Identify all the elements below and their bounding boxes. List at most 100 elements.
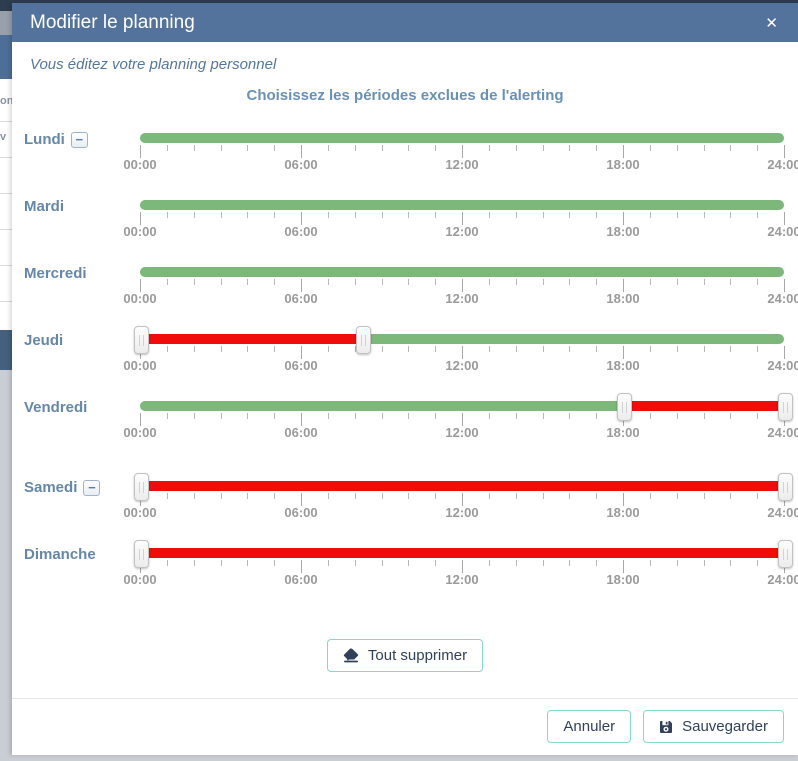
tick (247, 279, 249, 285)
slider-track[interactable] (140, 334, 784, 344)
slider-handle[interactable] (355, 326, 371, 354)
handle-grip (138, 334, 144, 346)
day-label: Vendredi (24, 399, 88, 416)
tick (408, 413, 410, 419)
tick (435, 560, 437, 566)
time-range-slider[interactable]: 00:00 06:00 12:00 18:00 24:00 (123, 130, 798, 172)
slider-track[interactable] (140, 133, 784, 143)
time-range-slider[interactable]: 00:00 06:00 12:00 18:00 24:00 (123, 197, 798, 239)
tick (676, 560, 678, 566)
modal-footer: Annuler Sauvegarder (12, 698, 798, 755)
time-range-slider[interactable]: 00:00 06:00 12:00 18:00 24:00 (123, 473, 798, 520)
tick (703, 346, 705, 352)
tick-label: 06:00 (284, 425, 318, 440)
clear-all-label: Tout supprimer (367, 647, 468, 664)
clear-all-row: Tout supprimer (12, 639, 798, 672)
time-range-slider[interactable]: 00:00 06:00 12:00 18:00 24:00 (123, 540, 798, 587)
tick (649, 413, 651, 419)
tick-label: 06:00 (284, 157, 318, 172)
tick (327, 145, 329, 151)
tick (596, 279, 598, 285)
slider-handle[interactable] (777, 540, 793, 568)
tick (730, 493, 732, 499)
clear-all-button[interactable]: Tout supprimer (326, 639, 484, 672)
tick (623, 145, 624, 158)
tick (247, 145, 249, 151)
tick-label: 12:00 (445, 572, 479, 587)
tick (408, 145, 410, 151)
slider-handle[interactable] (133, 326, 149, 354)
tick-label: 24:00 (767, 157, 798, 172)
slider-ticks (140, 277, 785, 292)
time-range-slider[interactable]: 00:00 06:00 12:00 18:00 24:00 (123, 326, 798, 373)
slider-track[interactable] (140, 548, 784, 558)
tick (730, 145, 732, 151)
tick (301, 145, 302, 158)
remove-period-button[interactable]: − (83, 479, 101, 496)
slider-ticks (140, 210, 785, 225)
tick-label: 18:00 (606, 505, 640, 520)
tick (676, 212, 678, 218)
tick (676, 145, 678, 151)
slider-handle[interactable] (777, 473, 793, 501)
day-label-col: Mardi (24, 197, 140, 215)
cancel-button[interactable]: Annuler (547, 710, 632, 743)
slider-handle[interactable] (133, 540, 149, 568)
day-row: Jeudi 00:00 06:00 12:00 18:00 24:00 (12, 326, 798, 375)
tick-label: 24:00 (767, 572, 798, 587)
slider-track[interactable] (140, 481, 784, 491)
tick (220, 493, 222, 499)
tick (623, 279, 624, 292)
tick (274, 346, 276, 352)
tick (462, 346, 463, 359)
tick (166, 279, 168, 285)
slider-segment-red (140, 334, 363, 344)
tick (757, 413, 759, 419)
slider-tick-labels: 00:00 06:00 12:00 18:00 24:00 (123, 291, 798, 306)
tick (542, 212, 544, 218)
tick (327, 212, 329, 218)
tick (140, 413, 141, 426)
tick (327, 346, 329, 352)
tick (623, 493, 624, 506)
tick (381, 413, 383, 419)
slider-segment-green (140, 267, 784, 277)
close-icon[interactable]: ✕ (761, 12, 782, 34)
tick (623, 560, 624, 573)
slider-tick-labels: 00:00 06:00 12:00 18:00 24:00 (123, 358, 798, 373)
tick (730, 560, 732, 566)
tick (354, 413, 356, 419)
tick (462, 279, 463, 292)
tick-label: 24:00 (767, 505, 798, 520)
tick (703, 212, 705, 218)
slider-track[interactable] (140, 401, 784, 411)
tick-label: 00:00 (123, 224, 157, 239)
slider-ticks (140, 143, 785, 158)
tick (462, 560, 463, 573)
save-button[interactable]: Sauvegarder (643, 710, 784, 743)
slider-handle[interactable] (133, 473, 149, 501)
time-range-slider[interactable]: 00:00 06:00 12:00 18:00 24:00 (123, 264, 798, 306)
slider-track[interactable] (140, 200, 784, 210)
tick (703, 493, 705, 499)
remove-period-button[interactable]: − (70, 131, 88, 148)
day-label: Mardi (24, 198, 65, 215)
handle-grip (621, 401, 627, 413)
tick (462, 413, 463, 426)
time-range-slider[interactable]: 00:00 06:00 12:00 18:00 24:00 (123, 393, 798, 440)
tick (301, 560, 302, 573)
slider-handle[interactable] (616, 393, 632, 421)
background-divider (0, 301, 12, 302)
tick (596, 560, 598, 566)
day-label-col: Dimanche (24, 545, 140, 563)
tick (596, 346, 598, 352)
tick (596, 145, 598, 151)
slider-track[interactable] (140, 267, 784, 277)
tick (354, 279, 356, 285)
tick (166, 212, 168, 218)
tick (274, 560, 276, 566)
background-block (0, 3, 12, 11)
tick-label: 12:00 (445, 425, 479, 440)
slider-handle[interactable] (777, 393, 793, 421)
day-row: Vendredi 00:00 06:00 12:00 18:00 24:00 (12, 393, 798, 442)
